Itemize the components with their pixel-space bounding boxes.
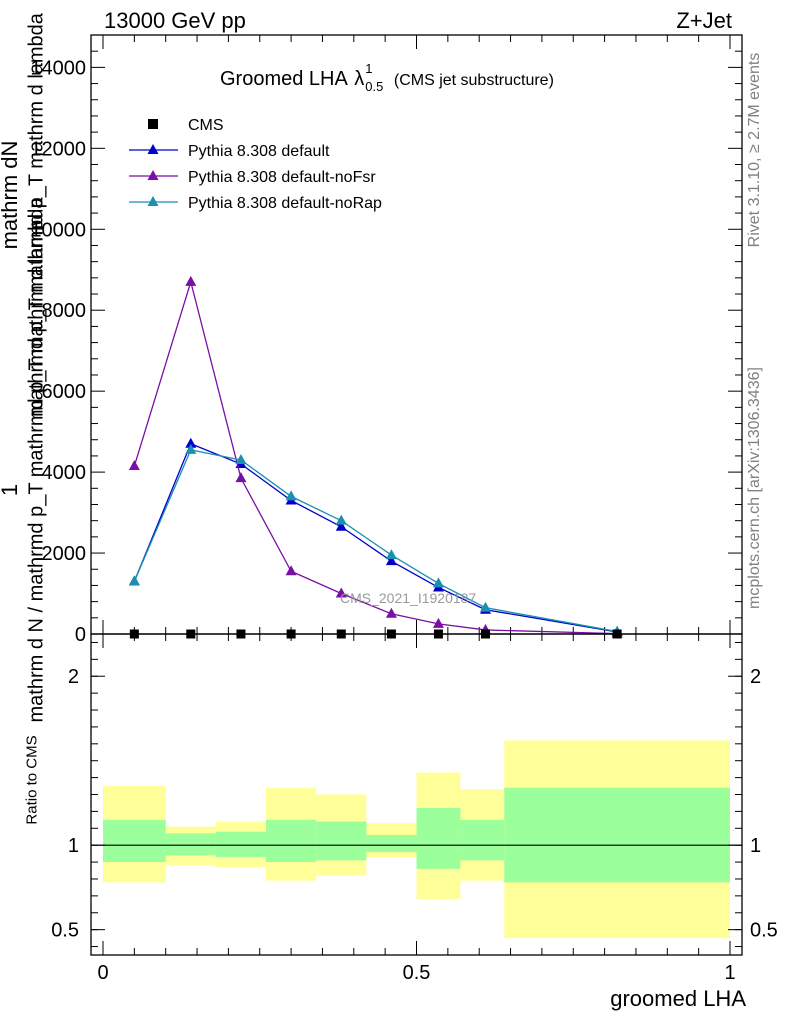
ratio-inner-band	[504, 787, 730, 883]
series-1-point	[385, 607, 397, 618]
series-1-point	[335, 587, 347, 598]
process-label: Z+Jet	[676, 8, 732, 33]
ratio-inner-band	[460, 819, 505, 861]
series-2-point	[335, 514, 347, 525]
analysis-watermark: CMS_2021_I1920187	[340, 590, 477, 606]
main-y-tick-label: 6000	[42, 381, 87, 403]
mcplots-label: mcplots.cern.ch [arXiv:1306.3436]	[746, 367, 763, 609]
main-y-tick-label: 4000	[42, 462, 87, 484]
ratio-y-tick-label: 0.5	[51, 920, 79, 942]
ratio-y-label: Ratio to CMS	[23, 735, 41, 825]
chart-title-suffix: (CMS jet substructure)	[393, 72, 554, 89]
legend-marker	[147, 170, 159, 180]
x-axis-label: groomed LHA	[610, 986, 746, 1011]
rivet-version-label: Rivet 3.1.10, ≥ 2.7M events	[746, 52, 763, 248]
main-y-tick-label: 8000	[42, 300, 87, 322]
series-0-point	[385, 555, 397, 566]
legend-label: CMS	[188, 117, 224, 134]
series-1-point	[128, 460, 140, 471]
series-2-point	[432, 577, 444, 588]
legend-marker	[147, 144, 159, 154]
ratio-x-tick-label: 1	[724, 962, 735, 984]
ratio-inner-band	[366, 835, 417, 852]
chart-title-sup: 1	[365, 61, 373, 76]
y-axis-label-3: mathrm dN	[0, 140, 22, 250]
main-y-tick-label: 0	[75, 624, 86, 646]
series-1-point	[235, 472, 247, 483]
legend-label: Pythia 8.308 default-noRap	[188, 195, 382, 212]
ratio-x-tick-label: 0.5	[403, 962, 431, 984]
ratio-inner-band	[266, 819, 317, 863]
series-2-point	[128, 575, 140, 586]
y-axis-label-1: 1	[0, 484, 23, 496]
chart-title-symbol: λ	[354, 68, 365, 90]
main-y-tick-label: 2000	[42, 543, 87, 565]
series-2-point	[479, 601, 491, 612]
chart-title-sub: 0.5	[365, 79, 384, 94]
y-axis-label-4: mathrmd p_T mathrmd p_T mathrm d lambda	[25, 13, 48, 417]
chart-title-main: Groomed LHA	[220, 68, 347, 90]
main-y-tick-label: 12000	[30, 138, 86, 160]
series-2-point	[235, 453, 247, 464]
series-line-1	[133, 279, 618, 635]
ratio-y-tick-label: 1	[68, 835, 79, 857]
legend-marker	[147, 196, 159, 206]
ratio-inner-band	[416, 808, 461, 869]
legend-label: Pythia 8.308 default	[188, 143, 330, 160]
series-2-point	[285, 490, 297, 501]
energy-label: 13000 GeV pp	[104, 8, 246, 33]
series-2-point	[385, 549, 397, 560]
ratio-inner-band	[316, 821, 367, 861]
ratio-inner-band	[215, 831, 267, 858]
series-1-point	[432, 617, 444, 628]
ratio-y-tick-label-right: 1	[750, 835, 761, 857]
ratio-inner-band	[103, 819, 166, 863]
legend-marker-cms	[148, 119, 158, 129]
ratio-y-tick-label: 2	[68, 666, 79, 688]
series-1-point	[285, 565, 297, 576]
main-y-tick-label: 10000	[30, 219, 86, 241]
series-0-point	[185, 437, 197, 448]
ratio-y-tick-label-right: 0.5	[750, 920, 778, 942]
series-0-point	[335, 520, 347, 531]
series-1-point	[185, 275, 197, 286]
ratio-x-tick-label: 0	[97, 962, 108, 984]
main-y-tick-label: 14000	[30, 57, 86, 79]
series-2-point	[185, 443, 197, 454]
ratio-inner-band	[165, 833, 216, 856]
chart-title: Groomed LHA λ 1 0.5 (CMS jet substructur…	[220, 61, 554, 94]
legend-label: Pythia 8.308 default-noFsr	[188, 169, 376, 186]
ratio-y-tick-label-right: 2	[750, 666, 761, 688]
